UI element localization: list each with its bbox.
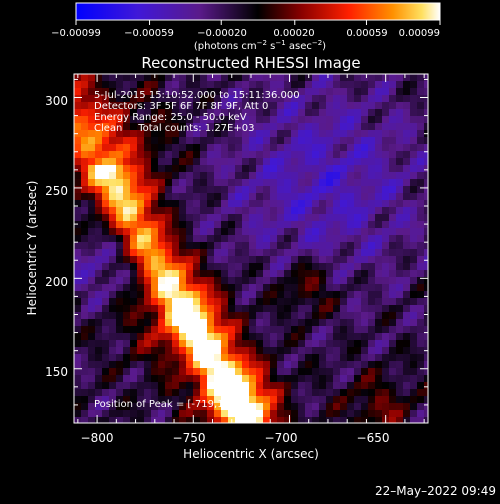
x-axis-label: Heliocentric X (arcsec) [183,447,319,461]
y-tick-label: 300 [45,94,68,108]
annotation-clean-counts: Clean Total counts: 1.27E+03 [94,123,254,134]
colorbar-tick-label: 0.00099 [399,28,440,39]
y-tick-label: 250 [45,184,68,198]
x-tick-label: −800 [81,431,114,445]
colorbar-tick-label: −0.00020 [197,28,247,39]
chart-title: Reconstructed RHESSI Image [141,54,360,72]
heatmap-image [74,74,428,423]
image-annotations: 5-Jul-2015 15:10:52.000 to 15:11:36.000 … [94,90,300,410]
x-tick-label: −650 [357,431,390,445]
axis-ticks [74,74,428,423]
annotation-peak-position: Position of Peak = [-719,130] [94,399,240,410]
footer-timestamp: 22–May–2022 09:49 [375,484,496,498]
y-tick-label: 200 [45,275,68,289]
colorbar-tick-label: 0.00059 [346,28,387,39]
y-axis-label: Heliocentric Y (arcsec) [25,181,39,316]
x-tick-label: −750 [173,431,206,445]
y-tick-label: 150 [45,365,68,379]
colorbar-tick-label: −0.00099 [51,28,101,39]
colorbar-ticks [75,20,441,25]
colorbar-tick-label: 0.00020 [273,28,314,39]
y-axis-tick-labels: 150 200 250 300 [45,94,68,379]
colorbar-tick-label: −0.00059 [124,28,174,39]
colorbar-units: (photons cm−2 s−1 asec−2) [194,39,326,52]
colorbar-gradient [75,2,441,21]
annotation-time-range: 5-Jul-2015 15:10:52.000 to 15:11:36.000 [94,90,300,101]
annotation-detectors: Detectors: 3F 5F 6F 7F 8F 9F, Att 0 [94,101,268,112]
colorbar: −0.00099 −0.00059 −0.00020 0.00020 0.000… [51,2,441,52]
x-axis-tick-labels: −800 −750 −700 −650 [81,431,390,445]
annotation-energy-range: Energy Range: 25.0 - 50.0 keV [94,112,247,123]
x-tick-label: −700 [265,431,298,445]
